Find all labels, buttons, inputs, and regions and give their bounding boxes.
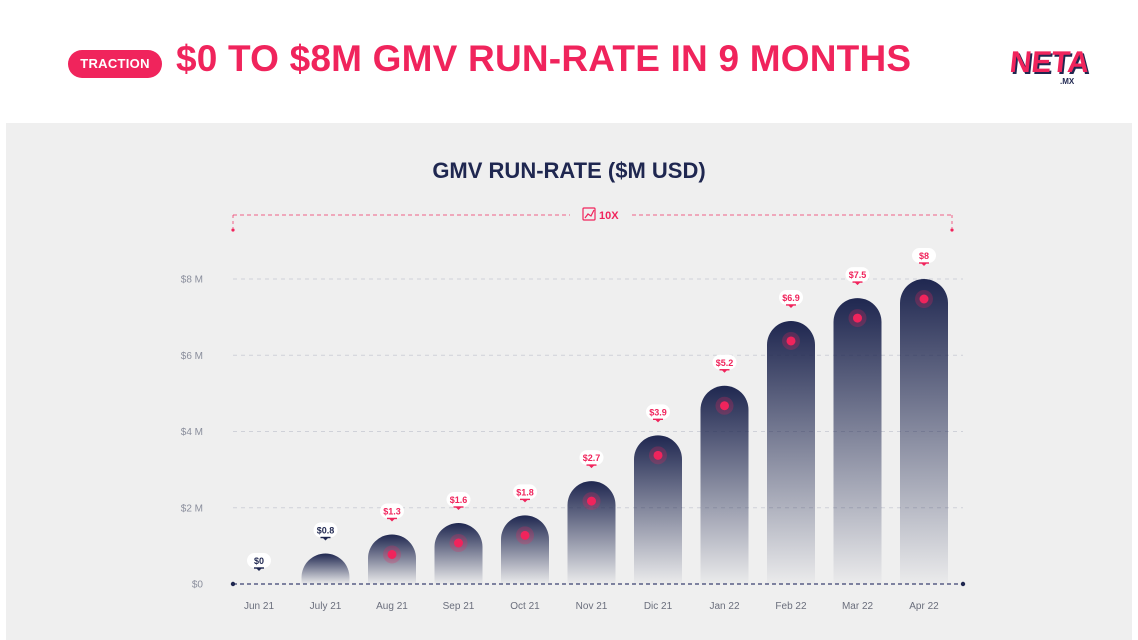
logo-wordmark-shadow: NETA (1010, 48, 1090, 81)
y-tick-label: $8 M (181, 275, 203, 286)
data-label-pointer (721, 369, 728, 373)
data-label: $0.8 (317, 526, 335, 536)
x-tick-label: Jan 22 (709, 601, 739, 612)
x-tick-label: Mar 22 (842, 601, 874, 612)
growth-bracket-right-dot (950, 228, 954, 232)
data-label-pill (513, 484, 537, 500)
data-label: $2.7 (583, 453, 601, 463)
bar (900, 279, 948, 584)
x-tick-label: July 21 (310, 601, 342, 612)
y-tick-label: $4 M (181, 427, 203, 438)
bar-marker (720, 401, 729, 411)
data-label-pill (779, 289, 803, 305)
bar (368, 534, 416, 584)
data-label: $1.3 (383, 506, 401, 516)
growth-multiple-label: 10X (599, 210, 619, 222)
data-label-pointer (921, 263, 927, 266)
data-label-pill (646, 404, 670, 420)
growth-chart-icon-line (584, 209, 595, 219)
data-label-pill (446, 492, 471, 507)
x-tick-label: Feb 22 (775, 601, 807, 612)
data-label: $5.2 (716, 358, 734, 368)
data-label-pointer (854, 282, 861, 286)
page-title: $0 TO $8M GMV RUN-RATE IN 9 MONTHS (176, 38, 912, 79)
bar-marker (387, 549, 397, 559)
chart-title: GMV RUN-RATE ($M USD) (432, 158, 706, 183)
data-label-pill (380, 503, 404, 519)
neta-logo: NETA NETA .MX (1008, 42, 1093, 88)
bar (501, 515, 549, 584)
data-label: $7.5 (849, 270, 867, 280)
data-label: $1.6 (450, 495, 468, 505)
bar (434, 523, 483, 584)
header: TRACTION $0 TO $8M GMV RUN-RATE IN 9 MON… (0, 0, 1138, 123)
growth-chart-icon (582, 207, 596, 221)
data-label-pill (845, 267, 870, 283)
data-label-pointer (588, 465, 595, 469)
bar (634, 435, 682, 584)
growth-bracket-left-dot (231, 228, 235, 232)
data-label-pill (712, 354, 737, 370)
y-tick-label: $6 M (181, 351, 203, 362)
neta-logo-mark: NETA NETA .MX (1008, 46, 1093, 86)
bar-marker (454, 538, 463, 548)
x-tick-label: Oct 21 (510, 601, 540, 612)
bar (301, 553, 350, 584)
baseline-start-dot (230, 581, 236, 587)
data-label-pill (912, 248, 936, 263)
y-tick-label: $2 M (181, 503, 203, 514)
y-tick-label: $0 (192, 580, 204, 591)
bar (767, 320, 815, 584)
logo-suffix: .MX (1060, 77, 1075, 86)
bar (567, 481, 616, 584)
x-tick-label: Aug 21 (376, 601, 408, 612)
x-tick-label: Apr 22 (909, 601, 939, 612)
bar-marker (587, 496, 596, 506)
data-label-pointer (455, 507, 462, 510)
x-tick-label: Dic 21 (644, 601, 673, 612)
bar (833, 298, 882, 584)
baseline-end-dot (960, 581, 966, 587)
data-label-pill (579, 450, 604, 466)
data-label: $6.9 (782, 293, 800, 303)
data-label: $3.9 (649, 407, 667, 417)
bar (700, 385, 749, 584)
bar-marker (853, 313, 862, 323)
data-label: $8 (919, 251, 929, 261)
x-tick-label: Nov 21 (576, 601, 608, 612)
data-label-pointer (522, 499, 528, 503)
x-tick-label: Sep 21 (443, 601, 475, 612)
bar-marker (520, 530, 530, 540)
data-label-pointer (256, 568, 262, 571)
x-tick-label: Jun 21 (244, 601, 274, 612)
bar-marker (919, 294, 929, 304)
data-label-pointer (389, 518, 395, 522)
data-label-pill (313, 522, 338, 538)
data-label: $1.8 (516, 487, 534, 497)
logo-wordmark: NETA (1010, 46, 1090, 79)
data-label-pointer (322, 537, 329, 541)
data-label-pointer (655, 419, 661, 423)
bar-marker (653, 450, 663, 460)
data-label-pill (247, 553, 271, 568)
bar-marker (786, 336, 796, 346)
traction-badge: TRACTION (68, 50, 162, 78)
data-label: $0 (254, 556, 264, 566)
data-label-pointer (788, 304, 794, 308)
